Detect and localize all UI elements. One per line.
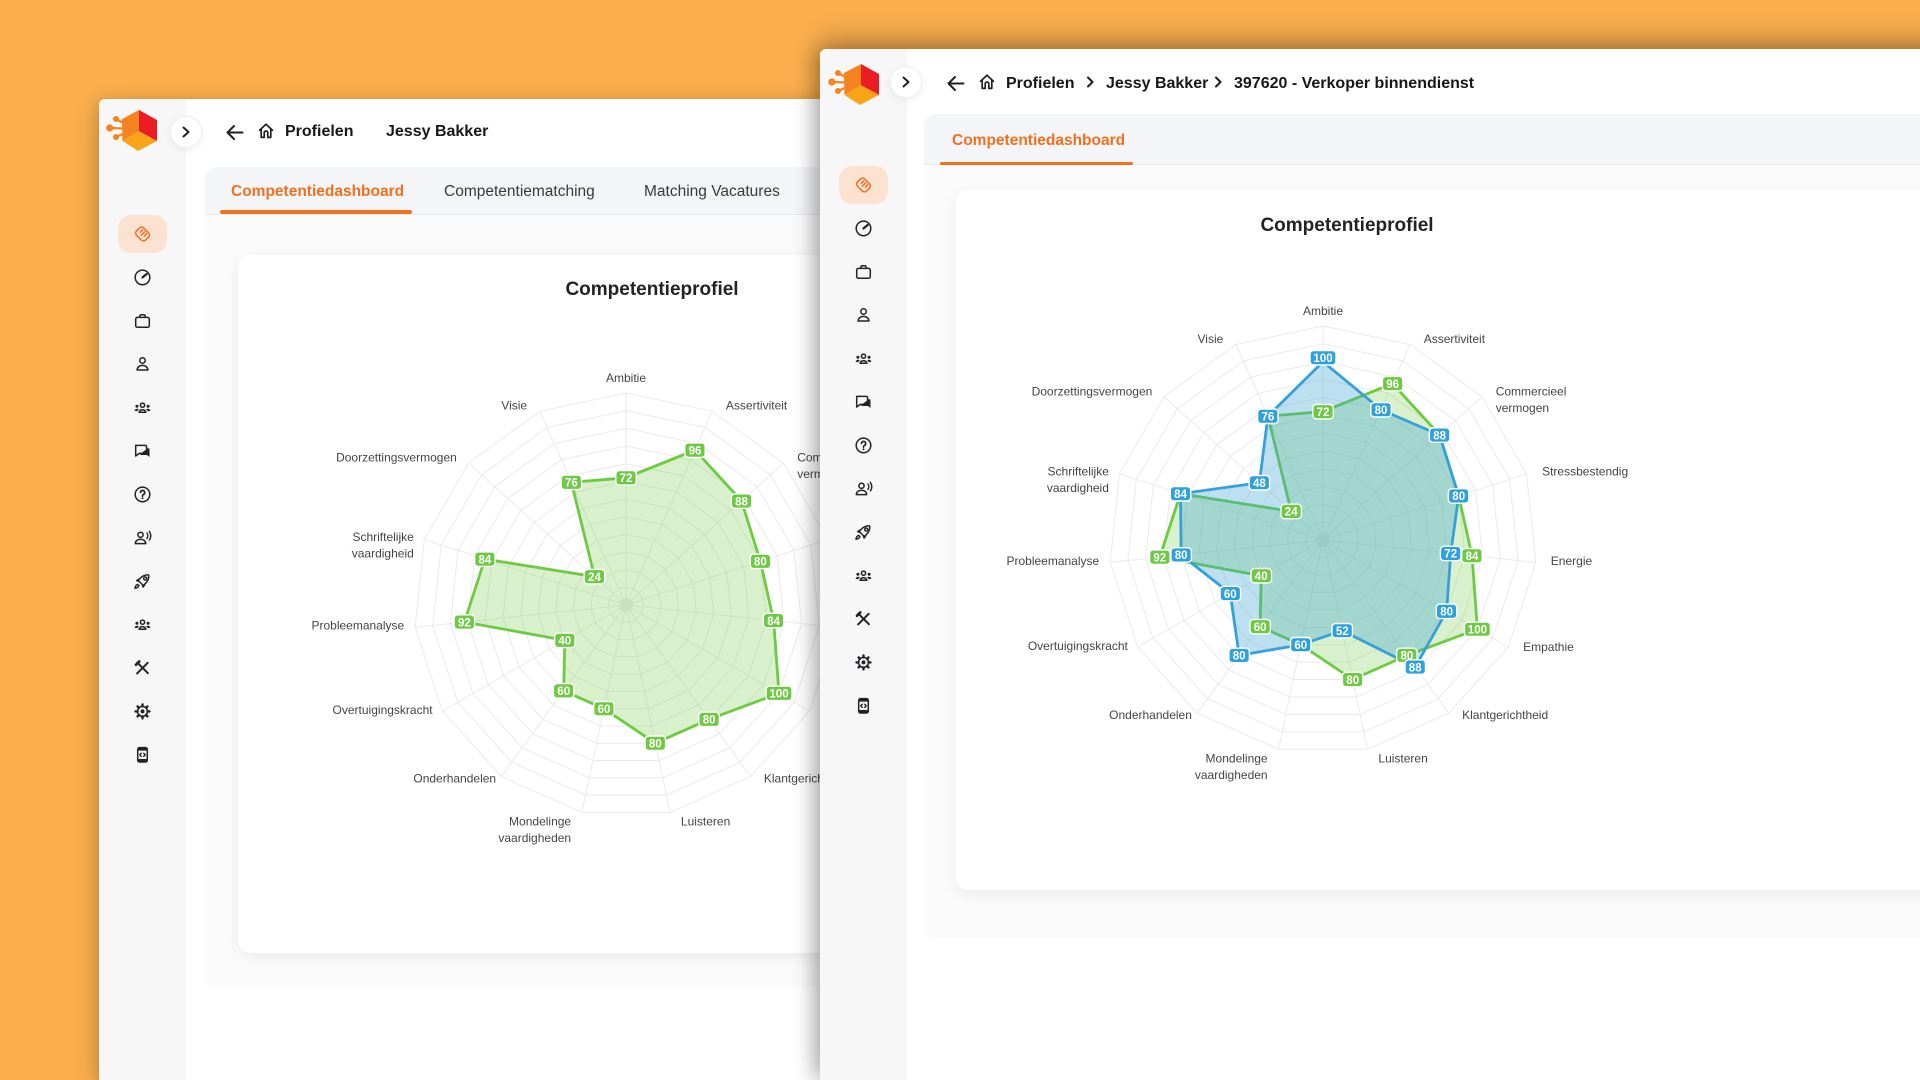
svg-text:100: 100 — [1313, 353, 1332, 365]
svg-text:vaardigheid: vaardigheid — [1047, 481, 1109, 495]
svg-text:Luisteren: Luisteren — [681, 815, 730, 829]
svg-text:40: 40 — [1255, 571, 1268, 583]
svg-text:80: 80 — [1452, 491, 1465, 503]
svg-text:80: 80 — [754, 557, 767, 569]
svg-text:96: 96 — [1386, 379, 1399, 391]
svg-text:Assertiviteit: Assertiviteit — [726, 399, 788, 413]
svg-text:80: 80 — [1440, 607, 1453, 619]
svg-text:88: 88 — [1409, 662, 1422, 674]
svg-text:80: 80 — [1175, 550, 1188, 562]
svg-text:Mondelinge: Mondelinge — [509, 815, 571, 829]
svg-text:80: 80 — [703, 715, 716, 727]
svg-text:80: 80 — [649, 739, 662, 751]
svg-text:Schriftelijke: Schriftelijke — [352, 530, 414, 544]
svg-text:Assertiviteit: Assertiviteit — [1424, 332, 1486, 346]
svg-text:Doorzettingsvermogen: Doorzettingsvermogen — [336, 451, 457, 465]
svg-text:Luisteren: Luisteren — [1378, 752, 1427, 766]
svg-text:84: 84 — [767, 616, 780, 628]
svg-text:Probleemanalyse: Probleemanalyse — [1006, 554, 1099, 568]
svg-text:60: 60 — [1224, 589, 1237, 601]
svg-text:48: 48 — [1253, 478, 1266, 490]
svg-text:76: 76 — [1262, 412, 1275, 424]
svg-text:Empathie: Empathie — [1523, 640, 1574, 654]
svg-text:72: 72 — [1317, 407, 1330, 419]
svg-text:100: 100 — [769, 689, 788, 701]
svg-text:Onderhandelen: Onderhandelen — [1109, 708, 1192, 722]
svg-text:Overtuigingskracht: Overtuigingskracht — [333, 703, 434, 717]
svg-text:84: 84 — [479, 554, 492, 566]
svg-text:76: 76 — [565, 478, 578, 490]
svg-text:Ambitie: Ambitie — [606, 371, 646, 385]
svg-text:88: 88 — [1433, 430, 1446, 442]
svg-text:Klantgerichtheid: Klantgerichtheid — [1462, 708, 1548, 722]
svg-text:24: 24 — [1285, 507, 1298, 519]
svg-text:Commercieel: Commercieel — [1496, 384, 1567, 398]
svg-text:Mondelinge: Mondelinge — [1206, 752, 1268, 766]
svg-text:96: 96 — [689, 445, 702, 457]
svg-text:52: 52 — [1336, 626, 1349, 638]
svg-text:60: 60 — [598, 704, 611, 716]
svg-text:vermogen: vermogen — [1496, 401, 1549, 415]
svg-text:vaardigheden: vaardigheden — [498, 831, 571, 845]
svg-text:Visie: Visie — [1198, 332, 1224, 346]
svg-text:Onderhandelen: Onderhandelen — [413, 771, 496, 785]
svg-text:84: 84 — [1466, 551, 1479, 563]
svg-text:Overtuigingskracht: Overtuigingskracht — [1028, 639, 1129, 653]
svg-text:24: 24 — [588, 572, 601, 584]
svg-text:92: 92 — [458, 617, 471, 629]
svg-text:60: 60 — [1254, 622, 1267, 634]
svg-text:60: 60 — [557, 686, 570, 698]
svg-text:100: 100 — [1468, 625, 1487, 637]
svg-text:Probleemanalyse: Probleemanalyse — [311, 619, 404, 633]
svg-text:Doorzettingsvermogen: Doorzettingsvermogen — [1032, 384, 1153, 398]
svg-text:60: 60 — [1294, 640, 1307, 652]
svg-text:Visie: Visie — [501, 399, 527, 413]
svg-text:72: 72 — [620, 473, 633, 485]
svg-text:40: 40 — [558, 636, 571, 648]
svg-text:80: 80 — [1375, 405, 1388, 417]
svg-text:80: 80 — [1346, 675, 1359, 687]
svg-text:Ambitie: Ambitie — [1303, 304, 1343, 318]
svg-text:Energie: Energie — [1551, 554, 1593, 568]
svg-text:Schriftelijke: Schriftelijke — [1048, 465, 1110, 479]
svg-text:Stressbestendig: Stressbestendig — [1542, 465, 1628, 479]
svg-text:88: 88 — [735, 496, 748, 508]
svg-text:80: 80 — [1233, 651, 1246, 663]
svg-text:84: 84 — [1174, 489, 1187, 501]
svg-text:vaardigheid: vaardigheid — [352, 547, 414, 561]
svg-text:72: 72 — [1444, 549, 1457, 561]
svg-text:92: 92 — [1153, 552, 1166, 564]
svg-text:vaardigheden: vaardigheden — [1195, 768, 1268, 782]
